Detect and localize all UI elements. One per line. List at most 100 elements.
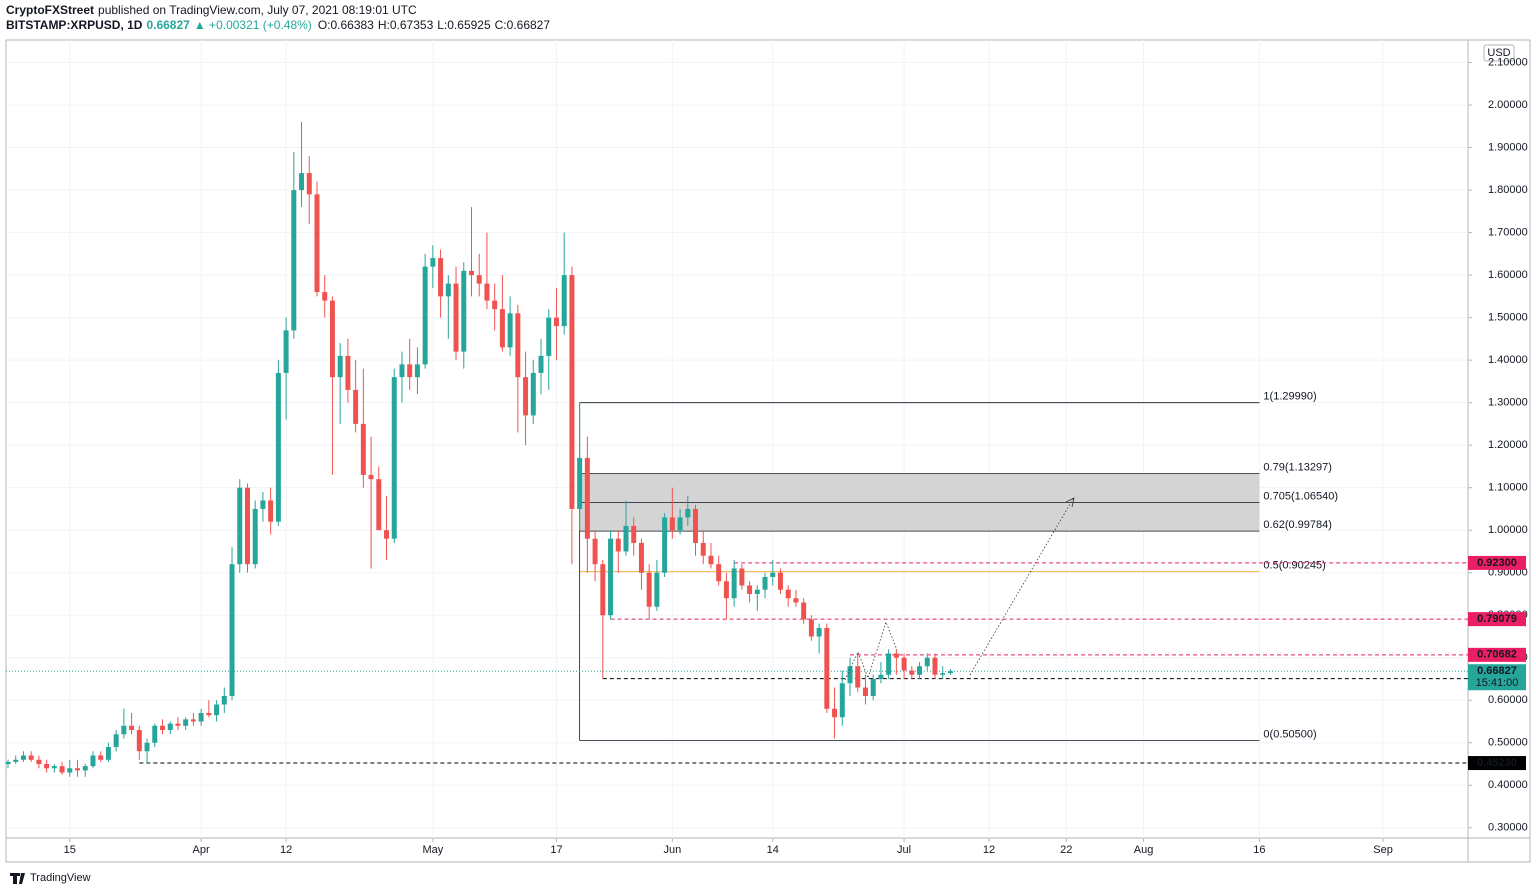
price-tag — [1468, 756, 1526, 771]
candle-body — [777, 572, 783, 590]
candle-body — [855, 666, 861, 688]
footer-brand: TradingView — [30, 872, 91, 884]
candle-body — [422, 266, 428, 365]
candle-body — [770, 572, 776, 577]
candle-body — [878, 674, 884, 679]
candle-body — [839, 683, 845, 718]
candle-body — [144, 742, 150, 752]
ohlc-close: C:0.66827 — [495, 18, 551, 32]
x-tick-label: Aug — [1134, 844, 1154, 856]
candle-body — [75, 768, 81, 771]
candle-body — [870, 678, 876, 697]
y-tick-label: 0.30000 — [1488, 822, 1528, 834]
candle-body — [51, 766, 57, 769]
candle-body — [67, 768, 73, 773]
y-tick-label: 1.50000 — [1488, 312, 1528, 324]
x-tick-label: 17 — [550, 844, 562, 856]
candle-body — [492, 300, 498, 310]
fib-label: 0.79(1.13297) — [1263, 462, 1332, 474]
candle-body — [824, 627, 830, 709]
fib-label: 0.705(1.06540) — [1263, 490, 1338, 502]
candle-body — [808, 619, 814, 637]
y-tick-label: 1.60000 — [1488, 269, 1528, 281]
candle-body — [353, 389, 359, 424]
candle-body — [801, 602, 807, 620]
candle-body — [206, 713, 212, 716]
candle-body — [98, 755, 104, 760]
candle-body — [924, 657, 930, 667]
fib-label: 1(1.29990) — [1263, 391, 1316, 403]
candle-body — [592, 538, 598, 565]
candle-body — [453, 283, 459, 352]
publisher: CryptoFXStreet — [6, 3, 94, 17]
candle-body — [229, 564, 235, 697]
price-tag-label: 0.79079 — [1477, 613, 1517, 625]
candle-body — [5, 761, 11, 765]
candle-body — [832, 708, 838, 718]
candle-body — [538, 355, 544, 373]
y-tick-label: 0.50000 — [1488, 737, 1528, 749]
candle-body — [546, 317, 552, 356]
candle-body — [476, 275, 482, 284]
candle-body — [430, 258, 436, 267]
candle-body — [484, 283, 490, 301]
candle-body — [940, 673, 946, 675]
candle-body — [700, 542, 706, 556]
fib-label: 0.5(0.90245) — [1263, 560, 1325, 572]
plot: 0.300000.400000.500000.600000.700000.800… — [5, 40, 1528, 856]
candle-body — [793, 598, 799, 603]
candle-body — [399, 364, 405, 378]
candle-body — [886, 653, 892, 675]
countdown: 15:41:00 — [1476, 677, 1519, 689]
arrow-head — [1065, 497, 1075, 508]
candle-body — [368, 474, 374, 480]
candle-body — [438, 258, 444, 297]
price-tag-label: 0.92300 — [1477, 557, 1517, 569]
y-tick-label: 2.10000 — [1488, 56, 1528, 68]
candle-body — [322, 292, 328, 301]
candle-body — [553, 317, 559, 327]
change: ▲ +0.00321 (+0.48%) — [194, 18, 312, 32]
candle-body — [105, 747, 111, 760]
candle-body — [523, 377, 529, 416]
candle-body — [847, 666, 853, 684]
candle-body — [152, 725, 158, 743]
currency: USD — [1487, 47, 1510, 59]
candle-body — [445, 283, 451, 297]
price-tag — [1468, 647, 1526, 662]
candle-body — [608, 538, 614, 616]
candle-body — [44, 764, 50, 769]
last-price-label: 0.66827 — [1477, 665, 1517, 677]
candle-body — [268, 500, 274, 522]
y-tick-label: 1.40000 — [1488, 354, 1528, 366]
y-tick-label: 0.40000 — [1488, 779, 1528, 791]
price-tag-label: 0.70682 — [1477, 649, 1517, 661]
candle-body — [917, 666, 923, 675]
published: published on TradingView.com, July 07, 2… — [98, 3, 417, 17]
candle-body — [136, 730, 142, 752]
projection-arrow — [969, 498, 1074, 676]
candle-body — [13, 759, 19, 762]
x-tick-label: Jun — [663, 844, 681, 856]
candle-body — [306, 173, 312, 195]
fib-zone — [579, 473, 1260, 503]
candle-body — [677, 517, 683, 531]
candle-body — [754, 589, 760, 594]
candle-body — [167, 723, 173, 731]
candle-body — [731, 568, 737, 599]
price: 0.66827 — [146, 18, 190, 32]
candle-body — [747, 585, 753, 594]
ohlc-low: L:0.65925 — [437, 18, 491, 32]
candle-body — [507, 313, 513, 348]
y-tick-label: 0.60000 — [1488, 694, 1528, 706]
candle-body — [577, 457, 583, 509]
last-price-tag — [1468, 664, 1526, 691]
candle-body — [638, 542, 644, 573]
y-tick-label: 1.20000 — [1488, 439, 1528, 451]
logo — [10, 873, 25, 884]
candle-body — [461, 270, 467, 352]
candle-body — [569, 275, 575, 509]
candle-body — [314, 194, 320, 293]
